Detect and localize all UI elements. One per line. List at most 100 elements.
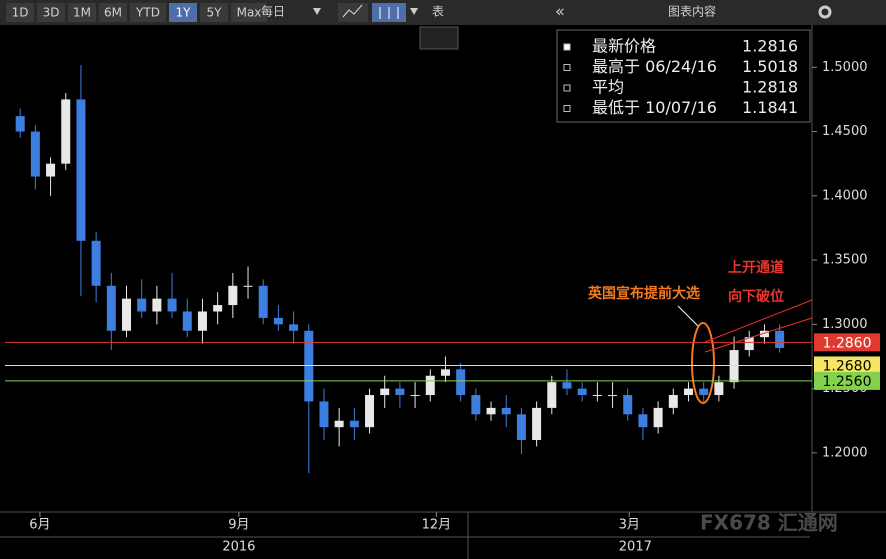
candle-body <box>759 330 769 338</box>
candle-body <box>456 369 466 396</box>
candle-body <box>319 401 329 428</box>
candle-body <box>182 311 192 331</box>
range-button-bg[interactable] <box>169 3 197 22</box>
y-tick-label: 1.3000 <box>822 317 868 332</box>
candle-body <box>61 99 71 164</box>
candle-body <box>46 163 56 177</box>
legend-icon <box>563 105 571 112</box>
candle-body <box>122 298 132 331</box>
reference-label: 1.2680 <box>823 358 872 374</box>
candle-body <box>243 285 253 287</box>
panel-button[interactable]: 图表内容 <box>668 4 716 19</box>
candle-body <box>228 285 238 306</box>
legend-label: 平均 <box>592 78 624 97</box>
x-tick-label: 9月 <box>228 518 249 533</box>
candle-body <box>289 324 299 331</box>
year-label: 2017 <box>619 540 652 555</box>
candle-body <box>577 388 587 396</box>
watermark: FX678 汇通网 <box>700 511 838 535</box>
y-tick-label: 1.5000 <box>822 60 868 75</box>
range-button-bg[interactable] <box>200 3 228 22</box>
y-tick-label: 1.4500 <box>822 124 868 139</box>
pointer <box>677 305 699 327</box>
x-tick-label: 12月 <box>422 518 452 533</box>
candle-body <box>775 330 785 348</box>
candle-body <box>213 305 223 312</box>
candle-body <box>425 375 435 396</box>
range-button-bg[interactable] <box>68 3 96 22</box>
candle-body <box>699 388 709 396</box>
highlight-ellipse <box>691 322 715 404</box>
candle-body <box>365 395 375 428</box>
legend-icon <box>563 64 571 71</box>
x-tick-label: 6月 <box>29 518 50 533</box>
range-button-bg[interactable] <box>6 3 34 22</box>
candle-body <box>395 388 405 396</box>
legend-label: 最高于 06/24/16 <box>592 57 717 76</box>
chart-type-button[interactable] <box>419 26 459 50</box>
candle-body <box>623 395 633 415</box>
range-button-bg[interactable] <box>99 3 127 22</box>
x-tick-label: 3月 <box>619 518 640 533</box>
channel-line <box>704 317 813 353</box>
candle-body <box>410 395 420 397</box>
range-button[interactable]: 5Y <box>207 6 223 20</box>
candle-body <box>258 285 268 318</box>
range-button[interactable]: 6M <box>104 6 122 20</box>
candle-body <box>197 311 207 331</box>
channel-line <box>704 299 813 343</box>
legend-value: 1.2818 <box>742 78 798 97</box>
candle-body <box>91 240 101 286</box>
settings-icon[interactable] <box>818 5 832 19</box>
range-button[interactable]: 3D <box>43 6 60 20</box>
dropdown-arrow[interactable] <box>313 8 321 15</box>
candle-body <box>592 395 602 397</box>
candle-body <box>471 395 481 415</box>
annotation: 向下破位 <box>728 288 784 305</box>
candle-body <box>15 116 25 132</box>
range-button-bg[interactable] <box>37 3 65 22</box>
candle-body <box>714 382 724 396</box>
legend-label: 最低于 10/07/16 <box>592 98 717 117</box>
candle-body <box>653 407 663 428</box>
candle-body <box>304 330 314 402</box>
candle-body <box>106 285 116 331</box>
line-glyph <box>342 4 363 18</box>
reference-label-box <box>814 333 880 352</box>
y-tick-label: 1.4000 <box>822 188 868 203</box>
candle-body <box>608 395 618 397</box>
range-button[interactable]: 1D <box>12 6 29 20</box>
candle-body <box>516 414 526 441</box>
range-button[interactable]: 1M <box>73 6 91 20</box>
legend-value: 1.5018 <box>742 57 798 76</box>
year-label: 2016 <box>222 540 255 555</box>
y-tick-label: 1.2000 <box>822 445 868 460</box>
range-button[interactable]: 1Y <box>176 6 192 20</box>
range-button-bg[interactable] <box>130 3 166 22</box>
legend-label: 最新价格 <box>592 37 656 56</box>
candle-body <box>273 317 283 325</box>
candle-body <box>638 414 648 428</box>
range-button[interactable]: Max <box>237 6 262 20</box>
plot <box>15 64 785 474</box>
range-button-bg[interactable] <box>231 3 267 22</box>
candle-body <box>380 388 390 396</box>
candle-body <box>547 382 557 408</box>
candle-body <box>334 420 344 428</box>
range-button[interactable]: YTD <box>135 6 160 20</box>
candle-body <box>152 298 162 312</box>
legend-value: 1.1841 <box>742 98 798 117</box>
candle-body <box>729 350 739 383</box>
candle-body <box>501 407 511 415</box>
line-icon[interactable] <box>338 3 368 22</box>
dropdown-arrow[interactable] <box>410 8 418 15</box>
collapse-button[interactable]: « <box>555 2 565 21</box>
candle-body <box>30 131 40 177</box>
reference-label-box <box>814 356 880 375</box>
interval-select[interactable]: 每日 <box>261 4 285 19</box>
annotation: 英国宣布提前大选 <box>587 285 700 302</box>
candle-body <box>440 369 450 376</box>
legend-icon <box>563 43 571 51</box>
legend-value: 1.2816 <box>742 37 798 56</box>
table-button[interactable]: 表 <box>432 5 444 19</box>
